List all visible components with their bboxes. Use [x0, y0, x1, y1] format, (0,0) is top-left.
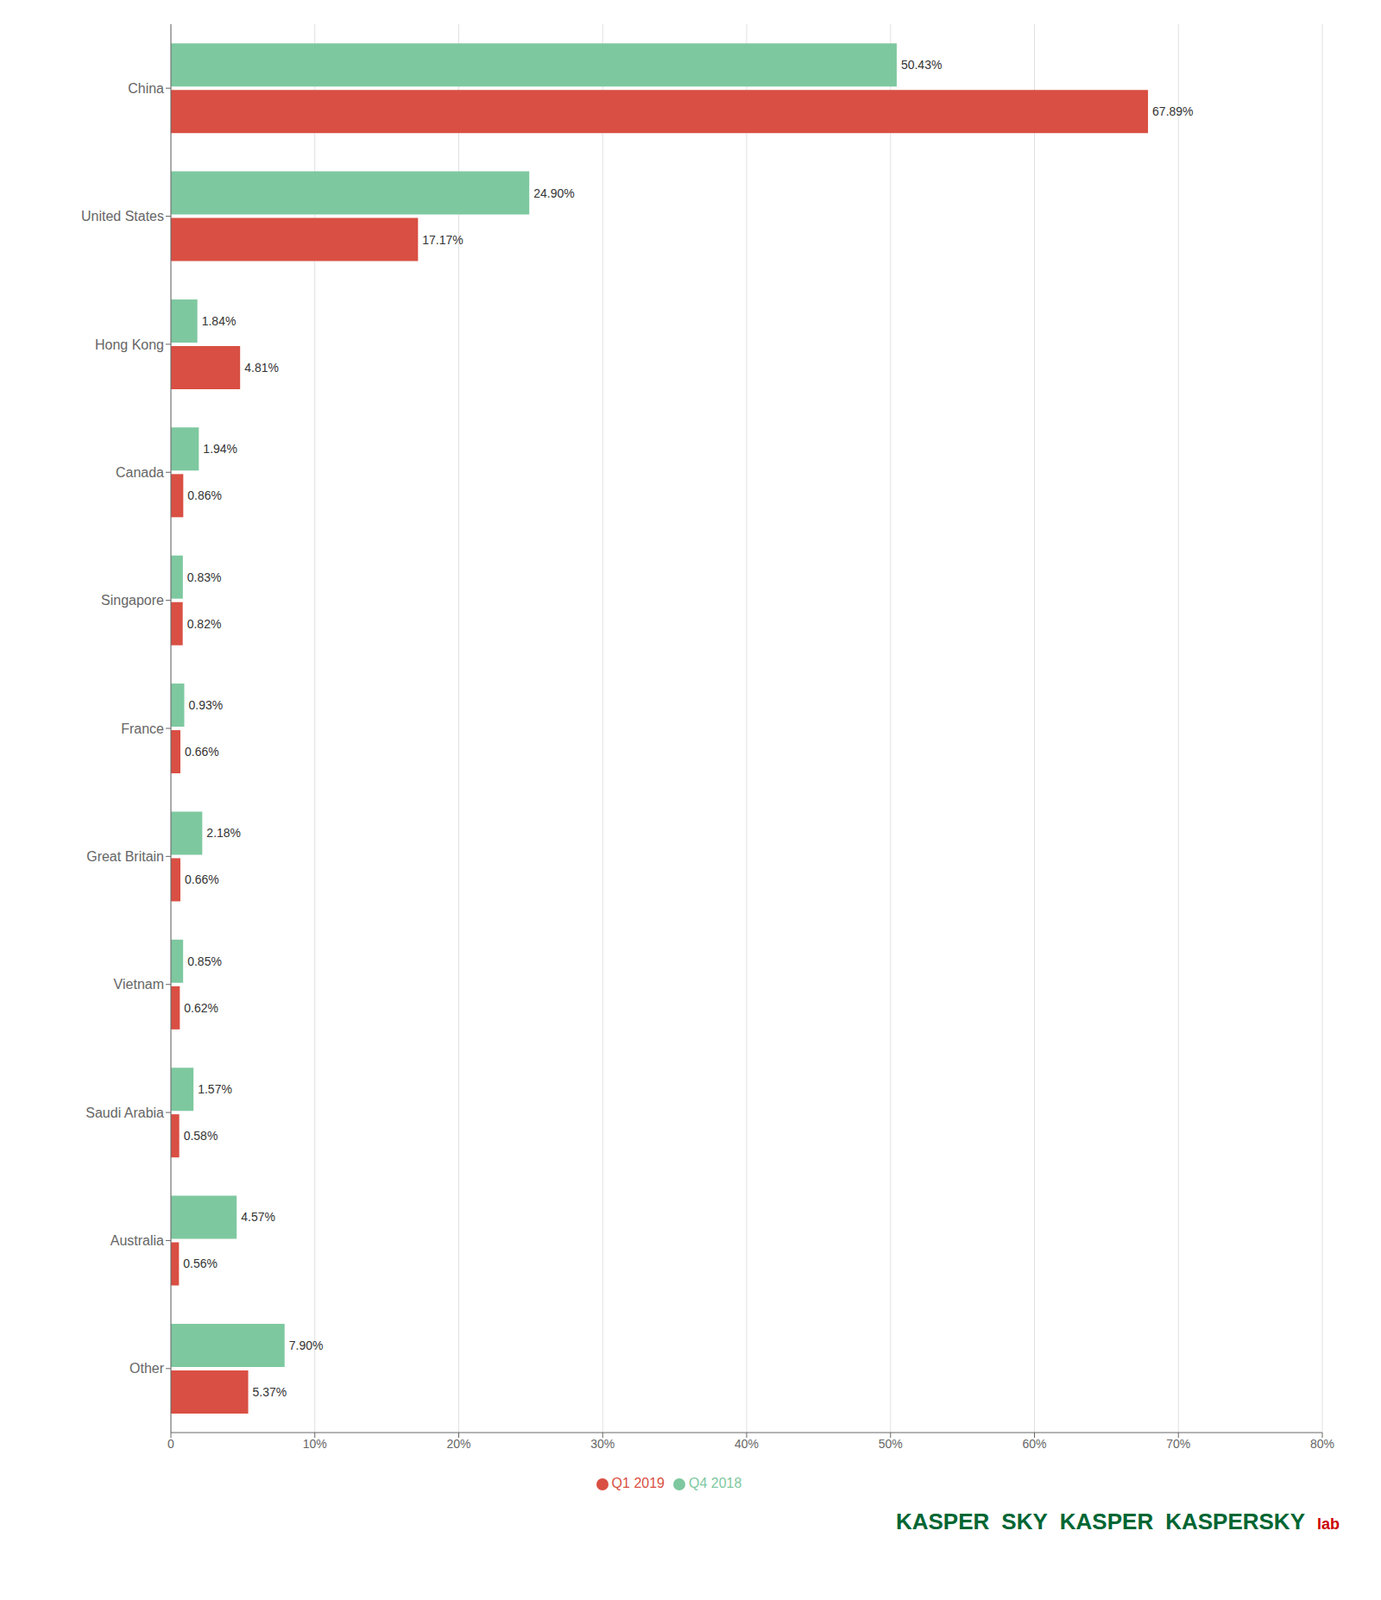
html-text:SKY: SKY — [1001, 1508, 1048, 1535]
svg-text:0.62%: 0.62% — [183, 1001, 219, 1016]
svg-text:30%: 30% — [590, 1437, 615, 1451]
svg-text:7.90%: 7.90% — [289, 1338, 324, 1353]
svg-text:50.43%: 50.43% — [901, 57, 942, 72]
svg-text:Saudi Arabia: Saudi Arabia — [85, 1105, 164, 1121]
svg-text:Hong Kong: Hong Kong — [94, 337, 164, 353]
svg-text:Singapore: Singapore — [100, 592, 164, 608]
svg-text:Canada: Canada — [115, 465, 164, 480]
svg-text:2.18%: 2.18% — [206, 826, 241, 840]
svg-text:Vietnam: Vietnam — [113, 977, 164, 992]
html-text:Q1 2019: Q1 2019 — [611, 1475, 665, 1491]
html-text:KASPER: KASPER — [895, 1508, 990, 1535]
html-text:KASPER: KASPER — [1059, 1508, 1154, 1535]
svg-text:France: France — [120, 721, 164, 737]
svg-text:67.89%: 67.89% — [1152, 104, 1193, 119]
svg-text:0.66%: 0.66% — [184, 744, 220, 759]
svg-text:0.58%: 0.58% — [183, 1128, 219, 1143]
svg-text:0.83%: 0.83% — [187, 570, 222, 585]
svg-text:50%: 50% — [878, 1437, 903, 1451]
svg-text:0.93%: 0.93% — [189, 698, 224, 713]
svg-text:60%: 60% — [1021, 1437, 1047, 1451]
svg-text:Great Britain: Great Britain — [86, 849, 164, 864]
svg-text:80%: 80% — [1310, 1437, 1335, 1451]
svg-text:20%: 20% — [446, 1437, 471, 1451]
svg-text:0.82%: 0.82% — [187, 617, 222, 631]
svg-text:0.66%: 0.66% — [184, 872, 220, 887]
svg-text:United States: United States — [81, 208, 164, 224]
html-text:Q4 2018: Q4 2018 — [688, 1475, 742, 1491]
svg-text:4.81%: 4.81% — [244, 360, 279, 375]
svg-text:40%: 40% — [734, 1437, 759, 1451]
svg-text:Other: Other — [129, 1361, 165, 1376]
svg-text:China: China — [127, 81, 164, 96]
svg-text:17.17%: 17.17% — [422, 233, 463, 247]
svg-text:Australia: Australia — [110, 1233, 164, 1249]
svg-text:5.37%: 5.37% — [252, 1385, 288, 1400]
svg-text:1.94%: 1.94% — [202, 441, 238, 456]
svg-text:1.57%: 1.57% — [197, 1082, 233, 1097]
svg-text:1.84%: 1.84% — [201, 314, 237, 328]
html-text:KASPERSKY: KASPERSKY — [1165, 1508, 1306, 1535]
html-text:lab: lab — [1317, 1515, 1340, 1533]
svg-text:70%: 70% — [1166, 1437, 1191, 1451]
svg-text:24.90%: 24.90% — [533, 186, 574, 201]
svg-text:0: 0 — [167, 1437, 175, 1451]
svg-text:10%: 10% — [302, 1437, 328, 1451]
svg-text:0.85%: 0.85% — [187, 954, 222, 969]
svg-text:4.57%: 4.57% — [240, 1210, 276, 1224]
svg-text:0.86%: 0.86% — [187, 488, 222, 503]
svg-text:0.56%: 0.56% — [182, 1256, 218, 1271]
